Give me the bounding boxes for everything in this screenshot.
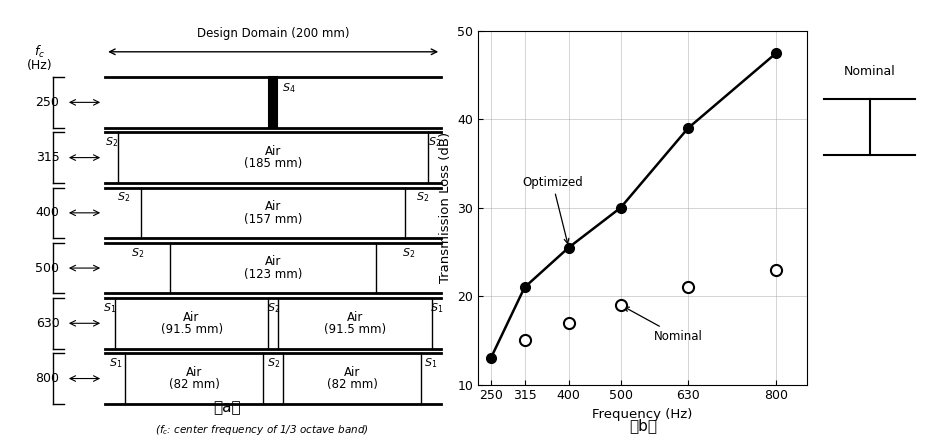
Text: $S_4$: $S_4$: [282, 81, 295, 95]
Text: Optimized: Optimized: [522, 175, 582, 244]
Text: (91.5 mm): (91.5 mm): [324, 323, 386, 336]
Text: (82 mm): (82 mm): [326, 378, 377, 391]
Text: (91.5 mm): (91.5 mm): [160, 323, 222, 336]
Text: $S_2$: $S_2$: [416, 191, 429, 205]
Text: $S_2$: $S_2$: [401, 246, 415, 260]
Text: 800: 800: [35, 372, 59, 385]
X-axis label: Frequency (Hz): Frequency (Hz): [591, 408, 692, 421]
Text: 315: 315: [35, 151, 59, 164]
Text: $S_2$: $S_2$: [117, 191, 130, 205]
Text: ($f_c$: center frequency of 1/3 octave band): ($f_c$: center frequency of 1/3 octave b…: [155, 423, 369, 437]
Text: Air: Air: [265, 145, 281, 158]
Text: Air: Air: [184, 311, 199, 324]
Text: Air: Air: [265, 200, 281, 213]
Text: Nominal: Nominal: [843, 65, 895, 78]
Text: $f_c$: $f_c$: [34, 44, 45, 60]
Y-axis label: Transmission Loss (dB): Transmission Loss (dB): [438, 132, 451, 283]
Text: 500: 500: [35, 262, 59, 274]
Text: 630: 630: [35, 317, 59, 330]
Text: 250: 250: [35, 96, 59, 109]
Text: (123 mm): (123 mm): [244, 268, 302, 281]
Text: Air: Air: [344, 366, 360, 379]
Text: (Hz): (Hz): [27, 59, 53, 72]
Text: $S_1$: $S_1$: [429, 301, 442, 315]
Bar: [269, 77, 277, 128]
Text: $S_2$: $S_2$: [427, 135, 441, 149]
Text: （b）: （b）: [629, 418, 656, 433]
Text: Air: Air: [346, 311, 362, 324]
Text: $S_2$: $S_2$: [266, 356, 279, 370]
Text: $S_1$: $S_1$: [108, 356, 121, 370]
Text: $S_2$: $S_2$: [266, 301, 279, 315]
Text: 400: 400: [35, 206, 59, 219]
Text: Air: Air: [185, 366, 202, 379]
Text: (82 mm): (82 mm): [169, 378, 220, 391]
Text: Air: Air: [265, 255, 281, 268]
Text: Design Domain (200 mm): Design Domain (200 mm): [197, 27, 349, 40]
Text: $S_1$: $S_1$: [424, 356, 438, 370]
Text: （a）: （a）: [213, 400, 241, 415]
Text: $S_2$: $S_2$: [105, 135, 118, 149]
Text: Nominal: Nominal: [624, 307, 703, 343]
Text: (157 mm): (157 mm): [244, 213, 302, 225]
Text: $S_2$: $S_2$: [131, 246, 144, 260]
Text: $S_1$: $S_1$: [103, 301, 117, 315]
Text: (185 mm): (185 mm): [244, 157, 302, 170]
